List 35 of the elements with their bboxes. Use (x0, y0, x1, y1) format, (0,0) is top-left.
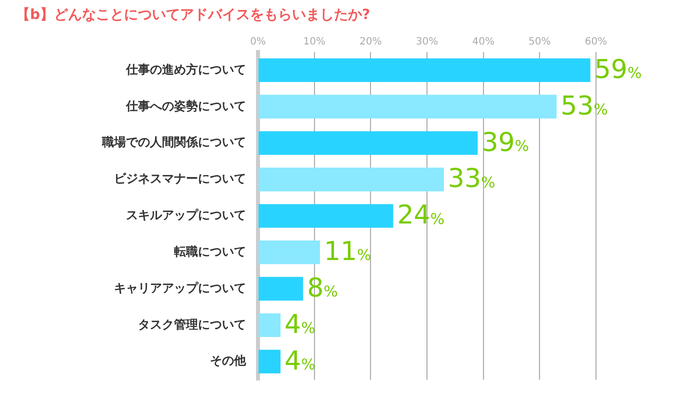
data-label: 4% (284, 310, 316, 340)
bar (258, 131, 478, 155)
y-tick-label: 職場での人間関係について (101, 135, 246, 150)
data-label: 11% (324, 237, 372, 268)
y-tick-label: 転職について (174, 244, 246, 258)
data-label: 4% (284, 346, 316, 376)
data-label: 39% (482, 128, 530, 158)
bar (258, 204, 394, 228)
bar (258, 240, 320, 264)
x-tick-label: 30% (416, 36, 438, 48)
y-tick-label: タスク管理について (138, 317, 246, 332)
y-tick-label: その他 (210, 354, 247, 368)
x-tick-label: 60% (584, 36, 608, 48)
y-tick-label: ビジネスマナーについて (114, 172, 246, 186)
chart-title: 【b】どんなことについてアドバイスをもらいましたか? (16, 6, 370, 24)
y-tick-label: 仕事の進め方について (125, 62, 246, 76)
data-label: 24% (397, 200, 445, 231)
x-tick-label: 20% (360, 36, 382, 48)
y-tick-label: スキルアップについて (126, 208, 246, 222)
x-tick-label: 50% (528, 36, 551, 48)
data-label: 53% (560, 91, 608, 122)
bar (258, 276, 304, 301)
bar (258, 168, 444, 192)
bar (258, 58, 590, 82)
x-tick-label: 0% (250, 36, 266, 48)
x-tick-label: 10% (303, 36, 326, 48)
bar (258, 94, 557, 118)
x-tick-label: 40% (472, 36, 494, 48)
data-label: 59% (594, 54, 642, 85)
data-label: 33% (448, 164, 496, 194)
bar (258, 313, 281, 338)
data-label: 8% (307, 273, 338, 304)
bar (258, 350, 281, 374)
y-tick-label: キャリアアップについて (114, 280, 246, 295)
y-tick-label: 仕事への姿勢について (125, 98, 246, 113)
